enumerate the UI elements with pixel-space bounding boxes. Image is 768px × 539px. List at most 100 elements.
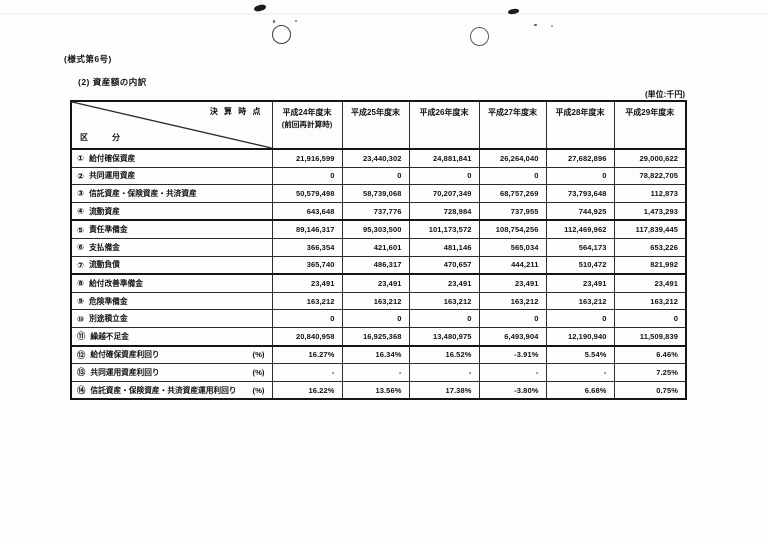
value-cell: 7.25%: [613, 363, 687, 382]
scan-speck: [295, 20, 297, 22]
value-cell: -: [271, 363, 343, 382]
table-row: ④ 流動資産 643,648 737,776 728,984 737,955 744,92…: [70, 201, 687, 221]
value-cell: 58,739,068: [341, 184, 410, 203]
value-cell: 23,491: [271, 273, 343, 293]
value-cell: 564,173: [545, 237, 615, 257]
table-row: ① 給付確保資産 21,916,599 23,440,302 24,881,841 26…: [70, 148, 687, 168]
table-row: ⑫ 給付確保資産利回り (%) 16.27% 16.34% 16.52% -3.91% 5.…: [70, 344, 687, 365]
value-cell: 23,491: [545, 273, 615, 293]
scan-noise-streak: [0, 13, 768, 15]
value-cell: 421,601: [341, 237, 410, 257]
value-cell: 13.56%: [341, 380, 410, 400]
table-row: ⑥ 支払備金 366,354 421,601 481,146 565,034 564,17…: [70, 237, 687, 257]
asset-breakdown-table: 決 算 時 点 区 分 平成24年度末 (前回再計算時) 平成25年度末 平成26…: [70, 100, 687, 401]
value-cell: 17.38%: [408, 380, 480, 400]
scan-speck: [273, 20, 275, 23]
row-number: ②: [77, 170, 85, 181]
value-cell: -: [408, 363, 480, 382]
value-cell: 24,881,841: [408, 148, 480, 168]
value-cell: 12,190,940: [545, 326, 615, 347]
value-cell: 366,354: [271, 237, 343, 257]
value-cell: 27,682,896: [545, 148, 615, 168]
value-cell: 6.46%: [613, 344, 687, 365]
value-cell: -3.91%: [478, 344, 547, 365]
value-cell: 16.22%: [271, 380, 343, 400]
value-cell: 6.68%: [545, 380, 615, 400]
section-title: (2) 資産額の内訳: [78, 77, 147, 87]
row-label: 共同運用資産: [89, 171, 136, 181]
column-header-label: 平成25年度末: [351, 108, 400, 117]
value-cell: 163,212: [408, 291, 480, 311]
row-number: ⑥: [77, 242, 85, 253]
row-number: ⑬: [77, 367, 86, 378]
value-cell: 5.54%: [545, 344, 615, 365]
row-unit: (%): [252, 367, 265, 377]
value-cell: 21,916,599: [271, 148, 343, 168]
row-label: 危険準備金: [89, 296, 128, 306]
value-cell: 89,146,317: [271, 219, 343, 239]
value-cell: 365,740: [271, 255, 343, 275]
value-cell: 0: [478, 166, 547, 186]
value-cell: 0: [545, 309, 615, 328]
row-label: 流動負債: [89, 260, 120, 270]
row-label: 流動資産: [89, 206, 120, 216]
corner-top-label: 決 算 時 点: [209, 107, 263, 116]
column-header-h27: 平成27年度末: [478, 100, 547, 150]
value-cell: 29,000,622: [613, 148, 687, 168]
scan-ink-mark: [253, 3, 267, 13]
table-row: ⑭ 信託資産・保険資産・共済資産運用利回り (%) 16.22% 13.56% 17.3…: [70, 380, 687, 400]
value-cell: 163,212: [271, 291, 343, 311]
value-cell: 163,212: [613, 291, 687, 311]
table-row: ② 共同運用資産 0 0 0 0 0 78,822,705: [70, 166, 687, 186]
value-cell: 728,984: [408, 201, 480, 221]
value-cell: 1,473,293: [613, 201, 687, 221]
row-unit: (%): [252, 350, 265, 360]
value-cell: 653,226: [613, 237, 687, 257]
value-cell: 163,212: [341, 291, 410, 311]
value-cell: 163,212: [545, 291, 615, 311]
value-cell: 13,480,975: [408, 326, 480, 347]
value-cell: 108,754,256: [478, 219, 547, 239]
value-cell: 23,491: [478, 273, 547, 293]
column-header-label: 平成26年度末: [419, 108, 469, 117]
value-cell: 101,173,572: [408, 219, 480, 239]
row-label: 給付改善準備金: [89, 278, 143, 288]
table-row: ⑦ 流動負債 365,740 486,317 470,657 444,211 510,47…: [70, 255, 687, 275]
value-cell: 68,757,269: [478, 184, 547, 203]
value-cell: 23,491: [613, 273, 687, 293]
value-cell: 0.75%: [613, 380, 687, 400]
value-cell: 20,840,958: [271, 326, 343, 347]
table-row: ③ 信託資産・保険資産・共済資産 50,579,498 58,739,068 70,2…: [70, 184, 687, 203]
value-cell: 95,303,500: [341, 219, 410, 239]
corner-bottom-label: 区 分: [80, 133, 120, 143]
value-cell: 0: [545, 166, 615, 186]
column-header-h26: 平成26年度末: [408, 100, 480, 150]
row-label: 給付確保資産: [89, 153, 136, 163]
row-number: ⑤: [77, 224, 85, 235]
value-cell: -: [341, 363, 410, 382]
row-label: 共同運用資産利回り: [90, 367, 160, 377]
value-cell: 73,793,648: [545, 184, 615, 203]
diagonal-divider-line: [72, 102, 271, 147]
row-label: 信託資産・保険資産・共済資産: [89, 188, 197, 198]
value-cell: 0: [613, 309, 687, 328]
column-header-h24: 平成24年度末 (前回再計算時): [271, 100, 343, 150]
value-cell: 117,839,445: [613, 219, 687, 239]
value-cell: 163,212: [478, 291, 547, 311]
value-cell: 486,317: [341, 255, 410, 275]
value-cell: 0: [478, 309, 547, 328]
unit-label: (単位:千円): [645, 90, 685, 99]
value-cell: 23,491: [408, 273, 480, 293]
punch-hole-mark: [470, 27, 489, 46]
value-cell: 23,491: [341, 273, 410, 293]
form-number-label: (様式第6号): [64, 54, 112, 64]
value-cell: 821,992: [613, 255, 687, 275]
value-cell: 481,146: [408, 237, 480, 257]
row-number: ⑨: [77, 296, 85, 307]
scan-speck: [534, 24, 537, 26]
value-cell: 737,776: [341, 201, 410, 221]
value-cell: 565,034: [478, 237, 547, 257]
column-header-label: 平成27年度末: [488, 108, 537, 117]
